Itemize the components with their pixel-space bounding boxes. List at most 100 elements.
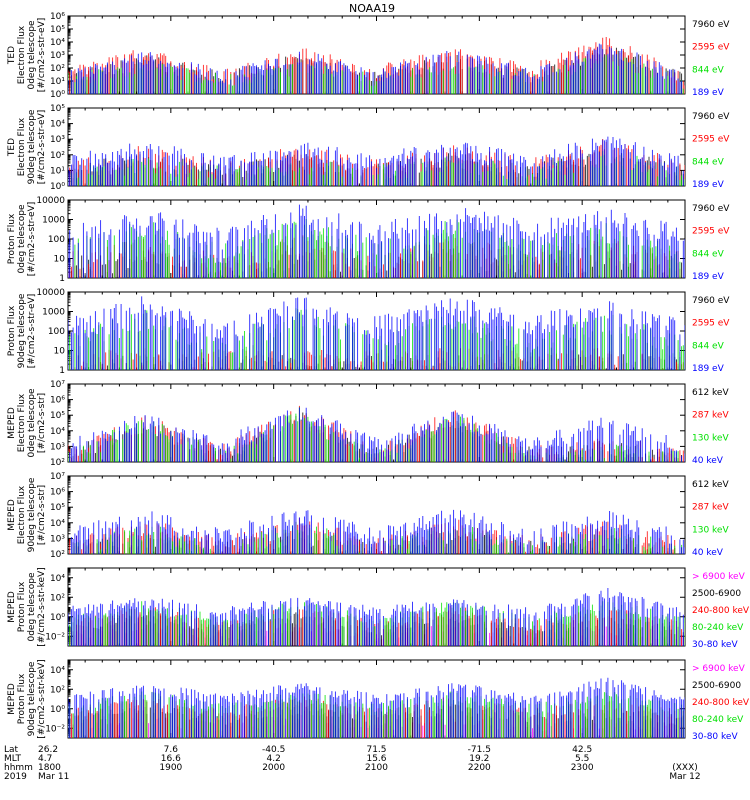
- legend-label: > 6900 keV: [692, 572, 746, 582]
- x-tick-label-hhmm: (XXX): [672, 763, 698, 773]
- y-tick-label: 10⁴: [50, 120, 65, 130]
- x-tick-label-mlt: 15.6: [366, 754, 386, 764]
- y-tick-label: 10²: [50, 593, 65, 603]
- y-tick-label: 1: [59, 366, 65, 376]
- legend-label: 2595 eV: [692, 43, 730, 53]
- x-tick-label-mlt: 4.2: [267, 754, 281, 764]
- legend-label: 7960 eV: [692, 296, 730, 306]
- x-tick-label-lat: 7.6: [164, 745, 179, 755]
- series-189-ev: [68, 204, 685, 278]
- y-axis-label-line: 0deg telescope: [27, 388, 37, 458]
- legend-label: 189 eV: [692, 88, 725, 98]
- y-tick-label: 10³: [50, 534, 65, 544]
- legend-label: > 6900 keV: [692, 664, 746, 674]
- y-axis-label-line: Proton Flux: [7, 213, 17, 264]
- y-tick-label: 10¹: [50, 166, 65, 176]
- y-axis-label: Proton Flux0deg telescope[#/cm2-s-str-eV…: [7, 202, 37, 277]
- y-axis-label-line: MEPED: [7, 591, 17, 623]
- legend-label: 844 eV: [692, 65, 725, 75]
- y-axis-label-line: [#/cm2-s-str-keV]: [37, 659, 47, 738]
- y-axis-label-line: [#/cm2-s-str-keV]: [37, 567, 47, 646]
- x-row-label: MLT: [4, 754, 22, 764]
- series-189-ev: [68, 296, 685, 370]
- legend-label: 287 keV: [692, 411, 729, 421]
- series-189-ev: [68, 43, 683, 94]
- x-row-label: hhmm: [4, 763, 33, 773]
- data-marks: [68, 405, 685, 462]
- legend-label: 130 keV: [692, 525, 729, 535]
- y-tick-label: 10³: [50, 51, 65, 61]
- y-tick-label: 10¹: [50, 77, 65, 87]
- data-marks: [68, 677, 685, 738]
- y-axis-label-line: Proton Flux: [17, 581, 27, 632]
- legend-label: 844 eV: [692, 157, 725, 167]
- y-tick-label: 10⁻²: [45, 724, 65, 734]
- y-axis-label-line: 90deg telescope: [17, 293, 27, 368]
- y-axis-label-line: 0deg telescope: [17, 204, 27, 274]
- y-tick-label: 10⁴: [50, 666, 65, 676]
- series-40-kev: [69, 407, 685, 462]
- series-40-kev: [70, 509, 685, 554]
- legend-label: 2595 eV: [692, 227, 730, 237]
- y-tick-label: 100: [48, 235, 65, 245]
- y-tick-label: 10⁰: [50, 90, 65, 100]
- x-tick-label-hhmm: 2100: [365, 763, 388, 773]
- y-tick-label: 10⁶: [50, 396, 65, 406]
- y-tick-label: 10⁻²: [45, 632, 65, 642]
- y-tick-label: 1000: [42, 308, 65, 318]
- legend-label: 240-800 keV: [692, 698, 750, 708]
- x-tick-label-mlt: 4.7: [38, 754, 52, 764]
- y-tick-label: 10⁵: [50, 25, 65, 35]
- legend-label: 844 eV: [692, 249, 725, 259]
- y-tick-label: 10⁶: [50, 488, 65, 498]
- series-30-80-kev: [68, 588, 684, 646]
- y-tick-label: 10²: [50, 151, 65, 161]
- legend-label: 40 keV: [692, 456, 724, 466]
- y-tick-label: 10⁰: [50, 705, 65, 715]
- data-marks: [68, 136, 685, 186]
- x-row-label: 2019: [4, 772, 27, 782]
- y-axis-label-line: TED: [7, 138, 17, 157]
- series-2595-ev: [68, 235, 681, 278]
- legend-label: 612 keV: [692, 480, 729, 490]
- y-axis-label-line: 90deg telescope: [27, 661, 37, 736]
- y-tick-label: 10⁴: [50, 427, 65, 437]
- y-tick-label: 10: [54, 255, 66, 265]
- y-axis-label: MEPEDProton Flux0deg telescope[#/cm2-s-s…: [7, 567, 47, 646]
- data-marks: [68, 588, 685, 646]
- legend-label: 80-240 keV: [692, 623, 744, 633]
- x-tick-label-hhmm: 2300: [571, 763, 594, 773]
- y-tick-label: 10²: [50, 550, 65, 560]
- series-30-80-kev: [68, 677, 685, 738]
- x-tick-label-hhmm: 1900: [159, 763, 182, 773]
- y-tick-label: 10²: [50, 685, 65, 695]
- y-axis-label-line: MEPED: [7, 499, 17, 531]
- y-tick-label: 10⁵: [50, 503, 65, 513]
- series-189-ev: [68, 136, 684, 186]
- y-axis-label-line: Electron Flux: [17, 25, 27, 84]
- x-tick-label-mlt: 16.6: [161, 754, 181, 764]
- y-tick-label: 10⁷: [50, 380, 65, 390]
- y-tick-label: 10⁶: [50, 12, 65, 22]
- y-axis-label-line: 0deg telescope: [27, 20, 37, 90]
- y-axis-label-line: Proton Flux: [17, 673, 27, 724]
- legend-label: 130 keV: [692, 433, 729, 443]
- y-tick-label: 1: [59, 274, 65, 284]
- data-marks: [68, 509, 685, 554]
- y-axis-label-line: [#/cm2-s-str]: [37, 393, 47, 453]
- x-tick-label-hhmm: 2200: [468, 763, 491, 773]
- y-axis-label-line: [#/cm2-s-str-eV]: [37, 110, 47, 185]
- series-7960-ev: [77, 354, 684, 370]
- chart-title: NOAA19: [349, 2, 395, 15]
- y-axis-label: MEPEDElectron Flux90deg telescope[#/cm2-…: [7, 477, 47, 552]
- y-axis-label: TEDElectron Flux0deg telescope[#/cm2-s-s…: [7, 18, 47, 93]
- legend-label: 2595 eV: [692, 319, 730, 329]
